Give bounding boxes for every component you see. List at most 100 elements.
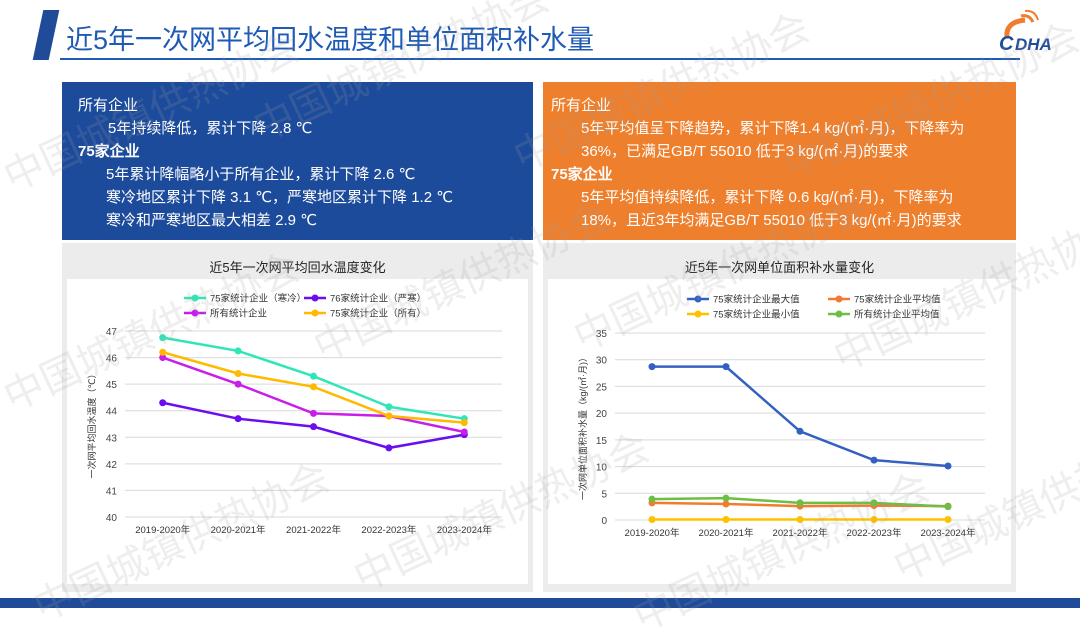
summary-line: 所有企业 — [551, 97, 612, 114]
data-point — [385, 444, 393, 452]
chart-panel-return-temp: 近5年一次网平均回水温度变化 40 41 42 43 44 45 46 47 2019-2020… — [62, 243, 533, 592]
data-point — [648, 363, 656, 371]
summary-line: 5年平均值持续降低，累计下降 0.6 kg/(㎡·月)，下降率为 — [581, 189, 954, 206]
y-tick-label: 15 — [596, 436, 608, 447]
data-point — [385, 412, 393, 420]
data-point — [944, 462, 952, 470]
y-tick-label: 20 — [596, 409, 608, 420]
page-title: 近5年一次网平均回水温度和单位面积补水量 — [66, 25, 595, 55]
y-tick-label: 10 — [596, 463, 608, 474]
legend-marker — [835, 310, 843, 318]
line-chart-makeup-water: 0 5 10 15 20 25 30 35 2019-2020年 2020-2021年 2021-2… — [577, 294, 985, 539]
legend-label: 75家统计企业（寒冷） — [210, 293, 306, 305]
legend-label: 75家统计企业平均值 — [854, 294, 941, 306]
x-tick-label: 2020-2021年 — [211, 524, 266, 536]
legend-label: 75家统计企业（所有） — [330, 308, 426, 320]
y-tick-label: 30 — [596, 356, 608, 367]
data-point — [796, 427, 804, 435]
x-tick-label: 2023-2024年 — [921, 527, 976, 539]
x-tick-label: 2021-2022年 — [286, 524, 341, 536]
summary-line: 所有企业 — [78, 97, 139, 114]
data-point — [870, 515, 878, 523]
data-point — [870, 456, 878, 464]
title-divider — [60, 58, 1020, 60]
legend-label: 75家统计企业最小值 — [713, 309, 800, 321]
svg-text:C: C — [999, 33, 1014, 52]
data-point — [796, 499, 804, 507]
y-tick-label: 41 — [106, 486, 118, 497]
x-tick-label: 2019-2020年 — [135, 524, 190, 536]
data-point — [310, 409, 317, 417]
x-tick-label: 2023-2024年 — [437, 524, 492, 536]
y-tick-label: 44 — [106, 407, 118, 418]
legend-label: 75家统计企业最大值 — [713, 294, 800, 306]
data-point — [796, 515, 804, 523]
summary-line: 5年平均值呈下降趋势，累计下降1.4 kg/(㎡·月)，下降率为 — [581, 120, 965, 137]
y-axis-label: 一次网平均回水温度（℃） — [86, 369, 97, 478]
svg-text:DHA: DHA — [1015, 35, 1052, 52]
x-tick-label: 2019-2020年 — [625, 527, 680, 539]
title-accent — [32, 10, 60, 60]
data-point — [870, 499, 878, 507]
data-point — [722, 494, 730, 502]
series-line — [652, 365, 949, 468]
data-point — [648, 515, 656, 523]
data-point — [159, 399, 167, 407]
summary-line: 5年持续降低，累计下降 2.8 ℃ — [108, 120, 313, 137]
data-point — [460, 419, 468, 427]
data-point — [944, 515, 952, 523]
data-point — [234, 380, 242, 388]
summary-line: 18%，且近3年均满足GB/T 55010 低于3 kg/(㎡·月)的要求 — [581, 212, 962, 229]
chart-panel-makeup-water: 近5年一次网单位面积补水量变化 0 5 10 15 20 25 30 35 2019-2020年… — [543, 243, 1016, 592]
summary-box-makeup-water: 所有企业 5年平均值呈下降趋势，累计下降1.4 kg/(㎡·月)，下降率为 36%，… — [543, 82, 1016, 240]
x-tick-label: 2021-2022年 — [773, 527, 828, 539]
summary-box-return-temp: 所有企业 5年持续降低，累计下降 2.8 ℃ 75家企业 5年累计降幅略小于所有企业，… — [62, 82, 533, 240]
y-tick-label: 46 — [106, 354, 118, 365]
x-tick-label: 2022-2023年 — [361, 524, 416, 536]
summary-line: 36%，已满足GB/T 55010 低于3 kg/(㎡·月)的要求 — [581, 143, 909, 160]
legend-marker — [191, 294, 199, 302]
data-point — [722, 515, 730, 523]
y-tick-label: 25 — [596, 382, 608, 393]
data-point — [310, 383, 317, 391]
legend-label: 所有统计企业平均值 — [854, 309, 940, 321]
y-tick-label: 40 — [106, 513, 118, 524]
legend-marker — [694, 310, 702, 318]
data-point — [234, 370, 242, 378]
legend-marker — [191, 309, 199, 317]
legend-marker — [835, 295, 843, 303]
legend-label: 76家统计企业（严寒） — [330, 293, 426, 305]
bottom-bar — [0, 598, 1080, 608]
series-line — [162, 356, 465, 434]
y-tick-label: 43 — [106, 433, 118, 444]
data-point — [460, 428, 468, 436]
chart-title: 近5年一次网单位面积补水量变化 — [684, 260, 875, 275]
chart-title: 近5年一次网平均回水温度变化 — [209, 260, 386, 275]
summary-line: 寒冷和严寒地区最大相差 2.9 ℃ — [106, 212, 318, 229]
legend-marker — [311, 309, 319, 317]
y-tick-label: 42 — [106, 460, 118, 471]
summary-line: 75家企业 — [78, 143, 140, 160]
data-point — [159, 334, 167, 342]
y-tick-label: 0 — [601, 516, 607, 527]
data-point — [159, 348, 167, 356]
dha-logo: C DHA — [999, 9, 1052, 52]
data-point — [234, 415, 242, 423]
legend-marker — [694, 295, 702, 303]
data-point — [648, 495, 656, 503]
line-chart-return-temp: 40 41 42 43 44 45 46 47 2019-2020年 2020-2021年 2021… — [86, 293, 502, 536]
data-point — [310, 423, 317, 431]
y-axis-label: 一次网单位面积补水量（kg/(㎡·月)） — [577, 353, 588, 500]
data-point — [722, 500, 730, 508]
data-point — [310, 372, 317, 380]
summary-line: 75家企业 — [551, 166, 613, 183]
legend-label: 所有统计企业 — [210, 308, 267, 320]
y-tick-label: 35 — [596, 329, 608, 340]
data-point — [722, 363, 730, 371]
y-tick-label: 47 — [106, 327, 118, 338]
legend-marker — [311, 294, 319, 302]
y-tick-label: 45 — [106, 380, 118, 391]
summary-line: 寒冷地区累计下降 3.1 ℃，严寒地区累计下降 1.2 ℃ — [106, 189, 454, 206]
x-tick-label: 2020-2021年 — [699, 527, 754, 539]
y-tick-label: 5 — [601, 489, 607, 500]
